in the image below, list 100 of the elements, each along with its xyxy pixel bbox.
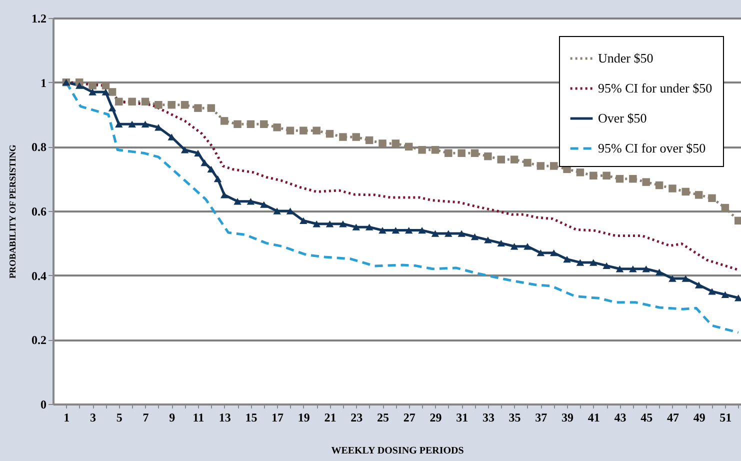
point — [108, 104, 116, 112]
y-tick-label: 1 — [40, 76, 46, 90]
point — [115, 120, 123, 128]
x-tick-label: 47 — [666, 410, 679, 424]
x-tick-label: 35 — [508, 410, 521, 424]
point — [734, 216, 741, 225]
point — [365, 224, 374, 230]
point — [629, 174, 637, 183]
point — [576, 259, 584, 266]
point — [168, 100, 176, 109]
point — [75, 82, 84, 89]
x-tick-label: 49 — [693, 410, 706, 424]
point — [207, 166, 216, 173]
point — [365, 136, 374, 144]
point — [200, 159, 208, 166]
point — [180, 100, 189, 109]
point — [286, 126, 294, 134]
point — [550, 162, 558, 170]
point — [102, 82, 110, 90]
point — [616, 174, 624, 183]
x-tick-label: 3 — [90, 410, 96, 424]
point — [339, 133, 347, 141]
x-tick-label: 15 — [245, 410, 258, 424]
legend-label: Under $50 — [598, 50, 654, 66]
point — [602, 262, 610, 270]
point — [220, 192, 228, 198]
point — [444, 230, 452, 237]
point — [668, 184, 676, 192]
point — [655, 181, 664, 190]
point — [220, 117, 228, 125]
point — [273, 123, 281, 132]
x-tick-label: 51 — [720, 410, 732, 424]
point — [128, 98, 136, 106]
point — [655, 268, 664, 276]
point — [168, 134, 176, 140]
point — [510, 243, 518, 250]
point — [721, 291, 730, 298]
point — [524, 243, 532, 250]
x-tick-label: 5 — [116, 410, 122, 424]
point — [312, 126, 320, 134]
y-tick-label: 0.8 — [32, 140, 46, 154]
point — [470, 233, 479, 240]
point — [115, 98, 123, 106]
point — [273, 208, 281, 214]
point — [470, 149, 479, 157]
legend-label: 95% CI for over $50 — [598, 140, 706, 156]
x-tick-label: 39 — [562, 410, 574, 424]
x-tick-label: 41 — [588, 410, 600, 424]
point — [668, 275, 676, 282]
point — [378, 140, 386, 148]
point — [404, 142, 413, 151]
point — [128, 120, 136, 128]
point — [458, 230, 466, 237]
x-tick-label: 29 — [430, 410, 442, 424]
point — [616, 266, 624, 272]
point — [721, 204, 730, 212]
x-tick-label: 7 — [142, 410, 149, 424]
point — [404, 226, 413, 234]
x-axis-title: WEEKLY DOSING PERIODS — [331, 446, 464, 456]
x-tick-label: 17 — [272, 410, 284, 424]
point — [378, 226, 386, 234]
x-tick-label: 23 — [350, 410, 363, 424]
point — [708, 194, 716, 202]
x-tick-label: 11 — [192, 410, 204, 424]
point — [246, 120, 255, 128]
point — [194, 150, 202, 156]
point — [497, 240, 505, 247]
point — [300, 217, 308, 224]
point — [154, 100, 162, 109]
point — [694, 282, 703, 288]
point — [734, 294, 741, 302]
x-tick-label: 1 — [64, 410, 70, 424]
point — [563, 256, 571, 263]
y-tick-label: 0 — [40, 398, 46, 412]
point — [194, 104, 202, 112]
y-tick-label: 0.6 — [32, 204, 46, 218]
point — [550, 249, 558, 256]
legend-label: 95% CI for under $50 — [598, 80, 712, 96]
y-axis-title: PROBABILITY OF PERSISTING — [8, 144, 18, 278]
point — [431, 146, 440, 154]
point — [497, 156, 505, 164]
point — [234, 198, 242, 205]
x-tick-label: 37 — [535, 410, 548, 424]
point — [141, 120, 150, 128]
point — [708, 288, 716, 295]
legend-label: Over $50 — [598, 110, 647, 126]
x-tick-label: 27 — [403, 410, 416, 424]
point — [207, 104, 216, 112]
point — [326, 220, 334, 228]
point — [108, 88, 116, 96]
point — [682, 275, 690, 282]
point — [458, 149, 466, 157]
point — [642, 178, 650, 186]
point — [300, 126, 308, 134]
x-tick-label: 9 — [169, 410, 176, 424]
x-tick-label: 13 — [218, 410, 231, 424]
point — [180, 146, 189, 154]
point — [260, 201, 268, 208]
point — [392, 140, 400, 148]
point — [260, 120, 268, 128]
